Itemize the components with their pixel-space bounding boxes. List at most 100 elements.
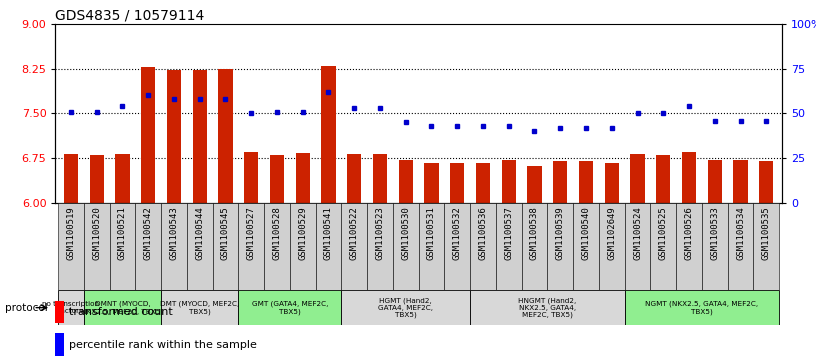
Text: GSM1100519: GSM1100519	[66, 206, 75, 260]
Text: GSM1100533: GSM1100533	[710, 206, 719, 260]
Bar	[109, 203, 135, 290]
Bar	[445, 203, 470, 290]
Bar	[624, 203, 650, 290]
Bar	[238, 290, 341, 325]
Text: GSM1100539: GSM1100539	[556, 206, 565, 260]
Text: transformed count: transformed count	[69, 307, 172, 317]
Bar	[161, 290, 238, 325]
Bar	[166, 70, 181, 203]
Bar	[141, 67, 155, 203]
Bar	[676, 203, 702, 290]
Bar	[322, 65, 335, 203]
Bar	[341, 290, 470, 325]
Bar	[290, 203, 316, 290]
Bar	[58, 203, 84, 290]
Text: GSM1100529: GSM1100529	[298, 206, 307, 260]
Text: no transcription
factors: no transcription factors	[42, 301, 100, 314]
Bar	[187, 203, 213, 290]
Bar	[759, 161, 774, 203]
Bar	[502, 160, 516, 203]
Text: DMNT (MYOCD,
NKX2.5, MEF2C, TBX5): DMNT (MYOCD, NKX2.5, MEF2C, TBX5)	[82, 301, 163, 315]
Text: GSM1100526: GSM1100526	[685, 206, 694, 260]
Text: GSM1100535: GSM1100535	[762, 206, 771, 260]
Text: NGMT (NKX2.5, GATA4, MEF2C,
TBX5): NGMT (NKX2.5, GATA4, MEF2C, TBX5)	[645, 301, 758, 315]
Text: GSM1100525: GSM1100525	[659, 206, 667, 260]
Text: GSM1100531: GSM1100531	[427, 206, 436, 260]
Text: GSM1100528: GSM1100528	[273, 206, 282, 260]
Bar	[399, 160, 413, 203]
Bar	[573, 203, 599, 290]
Bar	[650, 203, 676, 290]
Bar	[392, 203, 419, 290]
Bar	[193, 70, 206, 203]
Bar	[90, 155, 104, 203]
Bar	[470, 203, 496, 290]
Bar	[631, 154, 645, 203]
Bar	[64, 154, 78, 203]
Text: GSM1100527: GSM1100527	[246, 206, 255, 260]
Text: protocol: protocol	[5, 303, 47, 313]
Text: GSM1100545: GSM1100545	[221, 206, 230, 260]
Bar	[316, 203, 341, 290]
Bar	[728, 203, 753, 290]
Bar	[219, 69, 233, 203]
Text: HGMT (Hand2,
GATA4, MEF2C,
TBX5): HGMT (Hand2, GATA4, MEF2C, TBX5)	[379, 297, 433, 318]
Text: GSM1100522: GSM1100522	[350, 206, 359, 260]
Text: GSM1100532: GSM1100532	[453, 206, 462, 260]
Bar	[115, 154, 130, 203]
Bar	[84, 290, 161, 325]
Text: GSM1100544: GSM1100544	[195, 206, 204, 260]
Text: GSM1100541: GSM1100541	[324, 206, 333, 260]
Bar	[702, 203, 728, 290]
Bar	[579, 161, 593, 203]
Text: GSM1100534: GSM1100534	[736, 206, 745, 260]
Bar	[450, 163, 464, 203]
Text: GMT (GATA4, MEF2C,
TBX5): GMT (GATA4, MEF2C, TBX5)	[251, 301, 328, 315]
Bar	[295, 153, 310, 203]
Bar	[55, 301, 64, 323]
Bar	[135, 203, 161, 290]
Bar	[548, 203, 573, 290]
Text: GSM1102649: GSM1102649	[607, 206, 616, 260]
Text: GSM1100538: GSM1100538	[530, 206, 539, 260]
Bar	[55, 333, 64, 356]
Text: GSM1100536: GSM1100536	[478, 206, 487, 260]
Bar	[347, 154, 361, 203]
Text: GSM1100523: GSM1100523	[375, 206, 384, 260]
Text: GSM1100520: GSM1100520	[92, 206, 101, 260]
Bar	[753, 203, 779, 290]
Bar	[419, 203, 445, 290]
Text: GSM1100524: GSM1100524	[633, 206, 642, 260]
Bar	[553, 161, 567, 203]
Bar	[605, 163, 619, 203]
Bar	[84, 203, 109, 290]
Text: HNGMT (Hand2,
NKX2.5, GATA4,
MEF2C, TBX5): HNGMT (Hand2, NKX2.5, GATA4, MEF2C, TBX5…	[518, 297, 576, 318]
Bar	[244, 152, 259, 203]
Bar	[521, 203, 548, 290]
Text: GSM1100543: GSM1100543	[170, 206, 179, 260]
Text: percentile rank within the sample: percentile rank within the sample	[69, 340, 256, 350]
Bar	[470, 290, 624, 325]
Bar	[367, 203, 392, 290]
Text: GDS4835 / 10579114: GDS4835 / 10579114	[55, 8, 205, 23]
Bar	[58, 290, 84, 325]
Bar	[270, 155, 284, 203]
Bar	[238, 203, 264, 290]
Bar	[264, 203, 290, 290]
Text: DMT (MYOCD, MEF2C,
TBX5): DMT (MYOCD, MEF2C, TBX5)	[160, 301, 239, 315]
Bar	[682, 152, 696, 203]
Text: GSM1100530: GSM1100530	[401, 206, 410, 260]
Bar	[496, 203, 521, 290]
Bar	[161, 203, 187, 290]
Bar	[599, 203, 624, 290]
Text: GSM1100521: GSM1100521	[118, 206, 127, 260]
Bar	[373, 154, 387, 203]
Bar	[213, 203, 238, 290]
Bar	[707, 160, 722, 203]
Text: GSM1100537: GSM1100537	[504, 206, 513, 260]
Bar	[424, 163, 438, 203]
Bar	[656, 155, 671, 203]
Bar	[527, 166, 542, 203]
Bar	[476, 163, 490, 203]
Text: GSM1100542: GSM1100542	[144, 206, 153, 260]
